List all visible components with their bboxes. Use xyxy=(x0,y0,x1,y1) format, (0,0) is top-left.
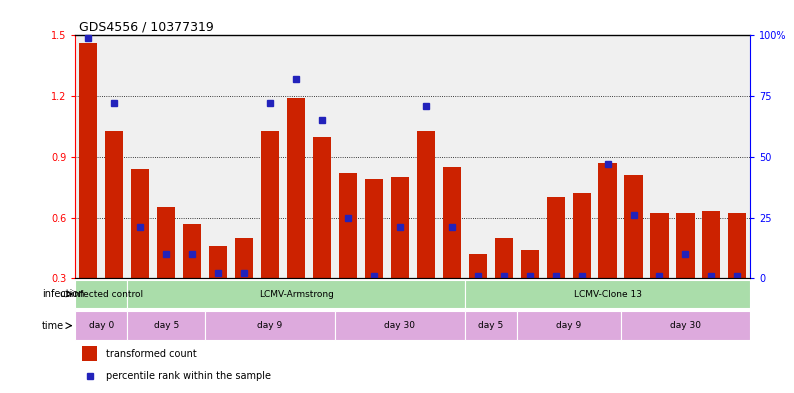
Bar xyxy=(335,35,361,278)
Bar xyxy=(179,35,205,278)
Bar xyxy=(464,311,517,340)
Bar xyxy=(361,35,387,278)
Text: day 9: day 9 xyxy=(556,321,581,330)
Text: day 5: day 5 xyxy=(478,321,503,330)
Text: day 9: day 9 xyxy=(257,321,283,330)
Text: infection: infection xyxy=(41,289,84,299)
Bar xyxy=(413,35,439,278)
Bar xyxy=(703,211,720,278)
Bar xyxy=(621,35,646,278)
Bar xyxy=(646,35,673,278)
Bar xyxy=(624,175,642,278)
Bar xyxy=(676,213,695,278)
Bar xyxy=(75,311,127,340)
Bar xyxy=(650,213,669,278)
Bar xyxy=(517,35,542,278)
Bar xyxy=(209,246,227,278)
Text: transformed count: transformed count xyxy=(106,349,197,359)
Text: LCMV-Armstrong: LCMV-Armstrong xyxy=(259,290,333,299)
Bar xyxy=(699,35,724,278)
Text: time: time xyxy=(41,321,64,331)
Bar xyxy=(106,130,123,278)
Bar xyxy=(205,35,231,278)
Bar xyxy=(569,35,595,278)
Bar xyxy=(79,44,98,278)
Text: LCMV-Clone 13: LCMV-Clone 13 xyxy=(573,290,642,299)
Bar xyxy=(309,35,335,278)
Bar xyxy=(439,35,464,278)
Bar xyxy=(83,346,97,361)
Text: day 5: day 5 xyxy=(154,321,179,330)
Bar xyxy=(595,35,621,278)
Bar xyxy=(261,130,279,278)
Bar xyxy=(464,280,750,308)
Bar xyxy=(724,35,750,278)
Bar xyxy=(75,35,102,278)
Bar xyxy=(131,169,149,278)
Bar xyxy=(468,254,487,278)
Bar xyxy=(517,311,621,340)
Text: day 30: day 30 xyxy=(670,321,701,330)
Bar xyxy=(339,173,357,278)
Bar xyxy=(491,35,517,278)
Bar xyxy=(387,35,413,278)
Bar xyxy=(183,224,202,278)
Bar xyxy=(599,163,617,278)
Bar xyxy=(157,208,175,278)
Bar xyxy=(283,35,309,278)
Bar xyxy=(521,250,539,278)
Bar xyxy=(728,213,746,278)
Bar xyxy=(231,35,257,278)
Bar xyxy=(313,137,331,278)
Text: GDS4556 / 10377319: GDS4556 / 10377319 xyxy=(79,20,214,33)
Bar xyxy=(542,35,569,278)
Text: day 0: day 0 xyxy=(89,321,114,330)
Bar xyxy=(287,98,305,278)
Bar xyxy=(127,35,153,278)
Bar xyxy=(335,311,464,340)
Bar xyxy=(153,35,179,278)
Bar xyxy=(257,35,283,278)
Bar xyxy=(464,35,491,278)
Bar xyxy=(673,35,699,278)
Bar xyxy=(495,238,513,278)
Bar xyxy=(102,35,127,278)
Bar xyxy=(127,280,464,308)
Bar xyxy=(391,177,409,278)
Bar xyxy=(443,167,461,278)
Bar xyxy=(75,280,127,308)
Text: percentile rank within the sample: percentile rank within the sample xyxy=(106,371,271,381)
Bar xyxy=(365,179,383,278)
Bar xyxy=(572,193,591,278)
Bar xyxy=(546,197,565,278)
Bar xyxy=(621,311,750,340)
Text: day 30: day 30 xyxy=(384,321,415,330)
Bar xyxy=(205,311,335,340)
Bar xyxy=(235,238,253,278)
Text: uninfected control: uninfected control xyxy=(60,290,143,299)
Bar xyxy=(127,311,205,340)
Bar xyxy=(417,130,435,278)
